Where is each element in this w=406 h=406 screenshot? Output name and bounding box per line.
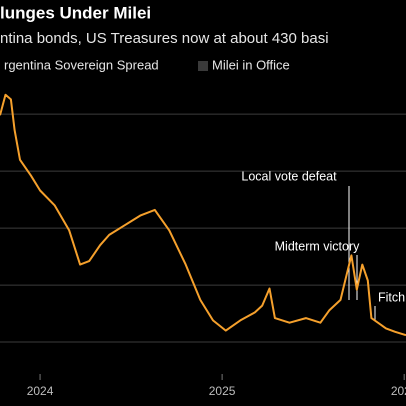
series-line xyxy=(0,93,406,337)
annotation: Midterm victory xyxy=(275,239,360,253)
annotation: Local vote defeat xyxy=(241,169,337,183)
legend-label: Milei in Office xyxy=(212,57,290,72)
x-tick-label: 2024 xyxy=(27,384,54,398)
chart-title: lunges Under Milei xyxy=(0,3,151,22)
x-tick-label: 2025 xyxy=(209,384,236,398)
chart-subtitle: ntina bonds, US Treasures now at about 4… xyxy=(0,30,329,47)
x-tick-label: 2026 xyxy=(391,384,406,398)
annotation: Fitch xyxy=(378,290,405,304)
legend-label: rgentina Sovereign Spread xyxy=(4,57,159,72)
legend-swatch xyxy=(198,61,208,71)
